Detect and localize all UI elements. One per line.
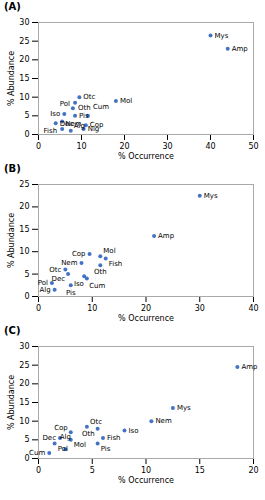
svg-text:Cum: Cum bbox=[29, 449, 45, 457]
html-text:(B): (B) bbox=[4, 163, 21, 174]
svg-text:15: 15 bbox=[195, 466, 205, 475]
svg-text:Amp: Amp bbox=[158, 232, 175, 240]
svg-text:Cum: Cum bbox=[93, 103, 109, 111]
svg-text:Pol: Pol bbox=[37, 279, 48, 288]
svg-text:0: 0 bbox=[24, 130, 29, 139]
svg-text:0: 0 bbox=[36, 142, 41, 151]
svg-text:Otc: Otc bbox=[90, 418, 102, 426]
svg-text:Alg: Alg bbox=[74, 122, 85, 130]
svg-text:% Occurrence: % Occurrence bbox=[118, 152, 174, 161]
svg-text:Cop: Cop bbox=[54, 424, 68, 432]
svg-text:% Abundance: % Abundance bbox=[7, 375, 16, 430]
svg-text:Alg: Alg bbox=[39, 286, 50, 294]
svg-text:Mys: Mys bbox=[177, 404, 191, 412]
svg-text:10: 10 bbox=[141, 466, 151, 475]
svg-text:Oth: Oth bbox=[78, 104, 91, 112]
svg-text:40: 40 bbox=[248, 304, 258, 313]
svg-text:10: 10 bbox=[76, 142, 86, 151]
svg-text:20: 20 bbox=[19, 379, 29, 388]
svg-text:Iso: Iso bbox=[129, 427, 139, 435]
svg-text:Mys: Mys bbox=[204, 192, 218, 200]
svg-text:15: 15 bbox=[19, 74, 29, 83]
svg-text:Mys: Mys bbox=[215, 32, 229, 40]
svg-text:Iso: Iso bbox=[74, 280, 84, 288]
svg-text:25: 25 bbox=[19, 180, 29, 189]
svg-text:15: 15 bbox=[19, 225, 29, 234]
svg-text:Pis: Pis bbox=[101, 445, 111, 453]
svg-text:15: 15 bbox=[19, 398, 29, 407]
svg-text:10: 10 bbox=[19, 247, 29, 256]
svg-text:Mol: Mol bbox=[120, 97, 132, 105]
svg-text:Fish: Fish bbox=[109, 260, 123, 268]
svg-text:Otc: Otc bbox=[83, 93, 95, 101]
svg-text:Mol: Mol bbox=[74, 441, 86, 449]
svg-text:20: 20 bbox=[19, 202, 29, 211]
svg-text:Nem: Nem bbox=[61, 259, 78, 267]
svg-text:Oth: Oth bbox=[94, 268, 107, 276]
svg-text:5: 5 bbox=[24, 270, 29, 279]
svg-text:Alg: Alg bbox=[60, 433, 71, 441]
svg-text:Fish: Fish bbox=[44, 127, 58, 135]
svg-text:5: 5 bbox=[90, 466, 95, 475]
svg-text:30: 30 bbox=[162, 142, 172, 151]
svg-text:0: 0 bbox=[24, 292, 29, 301]
html-text:(A): (A) bbox=[4, 1, 21, 12]
svg-text:5: 5 bbox=[24, 435, 29, 444]
svg-text:Dec: Dec bbox=[42, 434, 56, 442]
svg-text:25: 25 bbox=[19, 37, 29, 46]
svg-text:Pis: Pis bbox=[79, 112, 89, 120]
svg-text:Fish: Fish bbox=[107, 434, 121, 442]
svg-text:20: 20 bbox=[248, 466, 258, 475]
svg-text:Iso: Iso bbox=[50, 110, 60, 118]
svg-text:10: 10 bbox=[19, 93, 29, 102]
svg-text:20: 20 bbox=[141, 304, 151, 313]
svg-text:% Abundance: % Abundance bbox=[7, 51, 16, 106]
svg-text:Pol: Pol bbox=[58, 445, 68, 453]
svg-text:Mol: Mol bbox=[103, 247, 115, 255]
svg-text:Oth: Oth bbox=[82, 430, 95, 438]
svg-text:10: 10 bbox=[87, 304, 97, 313]
svg-text:30: 30 bbox=[195, 304, 205, 313]
svg-text:10: 10 bbox=[19, 417, 29, 426]
svg-text:Otc: Otc bbox=[49, 266, 61, 274]
svg-text:50: 50 bbox=[248, 142, 258, 151]
svg-text:Cum: Cum bbox=[89, 282, 105, 290]
svg-text:Cop: Cop bbox=[72, 250, 86, 258]
svg-text:30: 30 bbox=[19, 342, 29, 351]
svg-text:% Occurrence: % Occurrence bbox=[118, 476, 174, 485]
svg-text:Nem: Nem bbox=[155, 417, 172, 425]
svg-text:Pis: Pis bbox=[66, 289, 76, 297]
svg-text:% Occurrence: % Occurrence bbox=[118, 314, 174, 323]
svg-text:5: 5 bbox=[24, 111, 29, 120]
svg-text:25: 25 bbox=[19, 361, 29, 370]
svg-text:30: 30 bbox=[19, 18, 29, 27]
svg-text:Nlg: Nlg bbox=[88, 125, 100, 133]
svg-text:20: 20 bbox=[119, 142, 129, 151]
svg-text:0: 0 bbox=[36, 304, 41, 313]
svg-text:Amp: Amp bbox=[232, 45, 249, 53]
svg-text:Amp: Amp bbox=[241, 363, 258, 371]
svg-text:40: 40 bbox=[205, 142, 215, 151]
svg-text:0: 0 bbox=[36, 466, 41, 475]
svg-text:Dec: Dec bbox=[52, 275, 66, 283]
svg-text:0: 0 bbox=[24, 454, 30, 464]
html-text:(C): (C) bbox=[4, 325, 21, 336]
svg-text:20: 20 bbox=[19, 55, 29, 64]
svg-text:Pol: Pol bbox=[60, 100, 70, 108]
svg-text:% Abundance: % Abundance bbox=[7, 213, 16, 268]
